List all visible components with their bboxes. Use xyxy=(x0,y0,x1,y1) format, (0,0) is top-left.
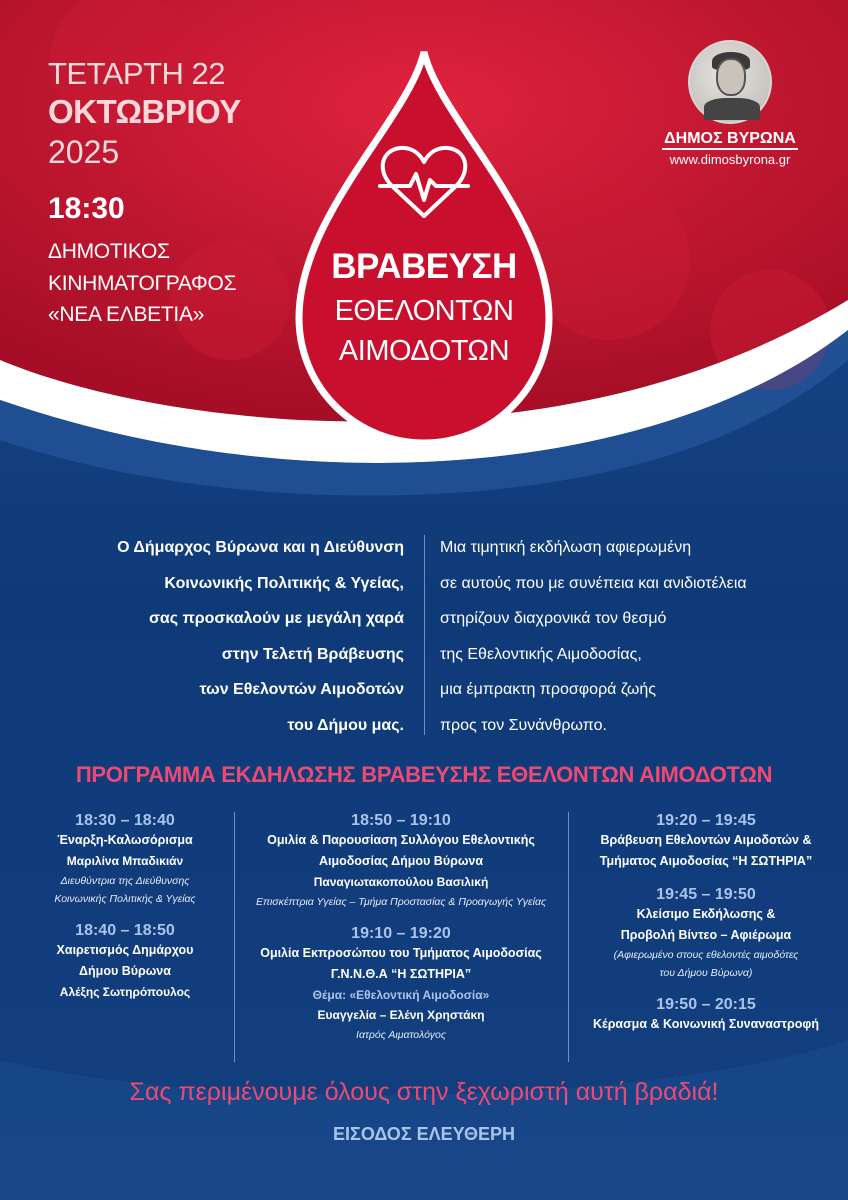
slot-speaker: Αλέξης Σωτηρόπουλος xyxy=(59,985,191,999)
intro-line: Ο Δήμαρχος Βύρωνα και η Διεύθυνση xyxy=(117,539,404,556)
event-time: 18:30 xyxy=(48,192,125,225)
slot-speaker: Παναγιωτακοπούλου Βασιλική xyxy=(313,875,489,889)
slot-time: 18:30 – 18:40 xyxy=(75,812,175,829)
slot-title: Προβολή Βίντεο – Αφιέρωμα xyxy=(620,928,792,942)
slot-note: (Αφιερωμένο στους εθελοντές αιμοδότες xyxy=(613,949,799,961)
intro-line: σε αυτούς που με συνέπεια και ανιδιοτέλε… xyxy=(440,574,747,592)
event-date-block: ΤΕΤΑΡΤΗ 22 ΟΚΤΩΒΡΙΟΥ 2025 18:30 ΔΗΜΟΤΙΚΟ… xyxy=(48,58,288,331)
slot-title: Δήμου Βύρωνα xyxy=(79,964,171,978)
slot-time: 19:50 – 20:15 xyxy=(656,996,756,1013)
intro-line: Κοινωνικής Πολιτικής & Υγείας, xyxy=(164,574,404,592)
slot-title: Ομιλία & Παρουσίαση Συλλόγου Εθελοντικής xyxy=(267,833,535,847)
slot-title: Έναρξη-Καλωσόρισμα xyxy=(57,833,193,847)
slot-note: του Δήμου Βύρωνα) xyxy=(659,967,753,979)
heart-pulse-icon xyxy=(378,145,470,218)
venue-line: ΔΗΜΟΤΙΚΟΣ xyxy=(48,240,170,263)
slot-time: 18:50 – 19:10 xyxy=(351,812,451,829)
event-venue: ΔΗΜΟΤΙΚΟΣ ΚΙΝΗΜΑΤΟΓΡΑΦΟΣ «ΝΕΑ ΕΛΒΕΤΙΑ» xyxy=(48,236,288,331)
title-line-1: ΒΡΑΒΕΥΣΗ xyxy=(331,247,517,286)
footer-invite: Σας περιμένουμε όλους στην ξεχωριστή αυτ… xyxy=(129,1078,719,1106)
intro-right: Μια τιμητική εκδήλωση αφιερωμένη σε αυτο… xyxy=(440,530,840,743)
intro-line: στηρίζουν διαχρονικά τον θεσμό xyxy=(440,610,667,627)
slot-role: Κοινωνικής Πολιτικής & Υγείας xyxy=(54,893,196,905)
intro-line: στην Τελετή Βράβευσης xyxy=(221,645,404,663)
intro-line: Μια τιμητική εκδήλωση αφιερωμένη xyxy=(440,539,692,556)
slot-time: 19:20 – 19:45 xyxy=(656,812,756,829)
slot-speaker: Ευαγγελία – Ελένη Χρηστάκη xyxy=(317,1008,485,1022)
intro-line: της Εθελοντικής Αιμοδοσίας, xyxy=(440,645,642,663)
blood-drop xyxy=(295,51,553,447)
program-divider xyxy=(568,812,569,1062)
slot-title: Χαιρετισμός Δημάρχου xyxy=(56,943,194,957)
event-year: 2025 xyxy=(48,134,120,170)
program-column-2: 18:50 – 19:10 Ομιλία & Παρουσίαση Συλλόγ… xyxy=(238,812,564,1044)
slot-time: 19:45 – 19:50 xyxy=(656,886,756,903)
venue-line: «ΝΕΑ ΕΛΒΕΤΙΑ» xyxy=(48,303,205,326)
program-column-1: 18:30 – 18:40 Έναρξη-Καλωσόρισμα Μαριλίν… xyxy=(20,812,230,1003)
slot-role: Επισκέπτρια Υγείας – Τμήμα Προστασίας & … xyxy=(255,896,547,908)
event-day: ΤΕΤΑΡΤΗ 22 xyxy=(48,56,226,91)
title-line-2: ΕΘΕΛΟΝΤΩΝ xyxy=(334,295,514,327)
slot-time: 19:10 – 19:20 xyxy=(351,925,451,942)
venue-line: ΚΙΝΗΜΑΤΟΓΡΑΦΟΣ xyxy=(48,271,237,295)
intro-line: προς τον Συνάνθρωπο. xyxy=(440,716,607,734)
slot-title: Αιμοδοσίας Δήμου Βύρωνα xyxy=(318,854,484,868)
slot-role: Ιατρός Αιματολόγος xyxy=(356,1029,446,1041)
byron-portrait-medallion xyxy=(688,40,772,124)
municipality-logo: ΔΗΜΟΣ ΒΥΡΩΝΑ www.dimosbyrona.gr xyxy=(640,40,820,167)
slot-title: Ομιλία Εκπροσώπου του Τμήματος Αιμοδοσία… xyxy=(260,946,542,960)
footer-entry: ΕΙΣΟΔΟΣ ΕΛΕΥΘΕΡΗ xyxy=(333,1124,515,1144)
slot-title: Τμήματος Αιμοδοσίας “Η ΣΩΤΗΡΙΑ” xyxy=(599,854,813,868)
intro-left: Ο Δήμαρχος Βύρωνα και η Διεύθυνση Κοινων… xyxy=(40,530,404,743)
logo-url: www.dimosbyrona.gr xyxy=(669,152,791,167)
intro-line: σας προσκαλούν με μεγάλη χαρά xyxy=(148,610,404,627)
slot-title: Γ.Ν.Ν.Θ.Α “Η ΣΩΤΗΡΙΑ” xyxy=(330,967,472,981)
program-column-3: 19:20 – 19:45 Βράβευση Εθελοντών Αιμοδοτ… xyxy=(572,812,840,1035)
slot-title: Βράβευση Εθελοντών Αιμοδοτών & xyxy=(600,833,812,847)
slot-title: Κλείσιμο Εκδήλωσης & xyxy=(636,907,776,921)
intro-line: μια έμπρακτη προσφορά ζωής xyxy=(440,681,656,698)
program-title: ΠΡΟΓΡΑΜΜΑ ΕΚΔΗΛΩΣΗΣ ΒΡΑΒΕΥΣΗΣ ΕΘΕΛΟΝΤΩΝ … xyxy=(75,762,773,787)
slot-speaker: Μαριλίνα Μπαδικιάν xyxy=(66,854,184,868)
slot-time: 18:40 – 18:50 xyxy=(75,922,175,939)
intro-divider xyxy=(424,535,425,735)
event-month: ΟΚΤΩΒΡΙΟΥ xyxy=(48,93,241,130)
intro-line: του Δήμου μας. xyxy=(287,716,404,734)
program-divider xyxy=(234,812,235,1062)
title-line-3: ΑΙΜΟΔΟΤΩΝ xyxy=(338,335,510,367)
slot-role: Διευθύντρια της Διεύθυνσης xyxy=(60,875,190,887)
slot-title: Κέρασμα & Κοινωνική Συναναστροφή xyxy=(593,1017,819,1031)
logo-name: ΔΗΜΟΣ ΒΥΡΩΝΑ xyxy=(662,130,798,150)
intro-line: των Εθελοντών Αιμοδοτών xyxy=(199,681,404,698)
slot-theme: Θέμα: «Εθελοντική Αιμοδοσία» xyxy=(312,988,490,1002)
